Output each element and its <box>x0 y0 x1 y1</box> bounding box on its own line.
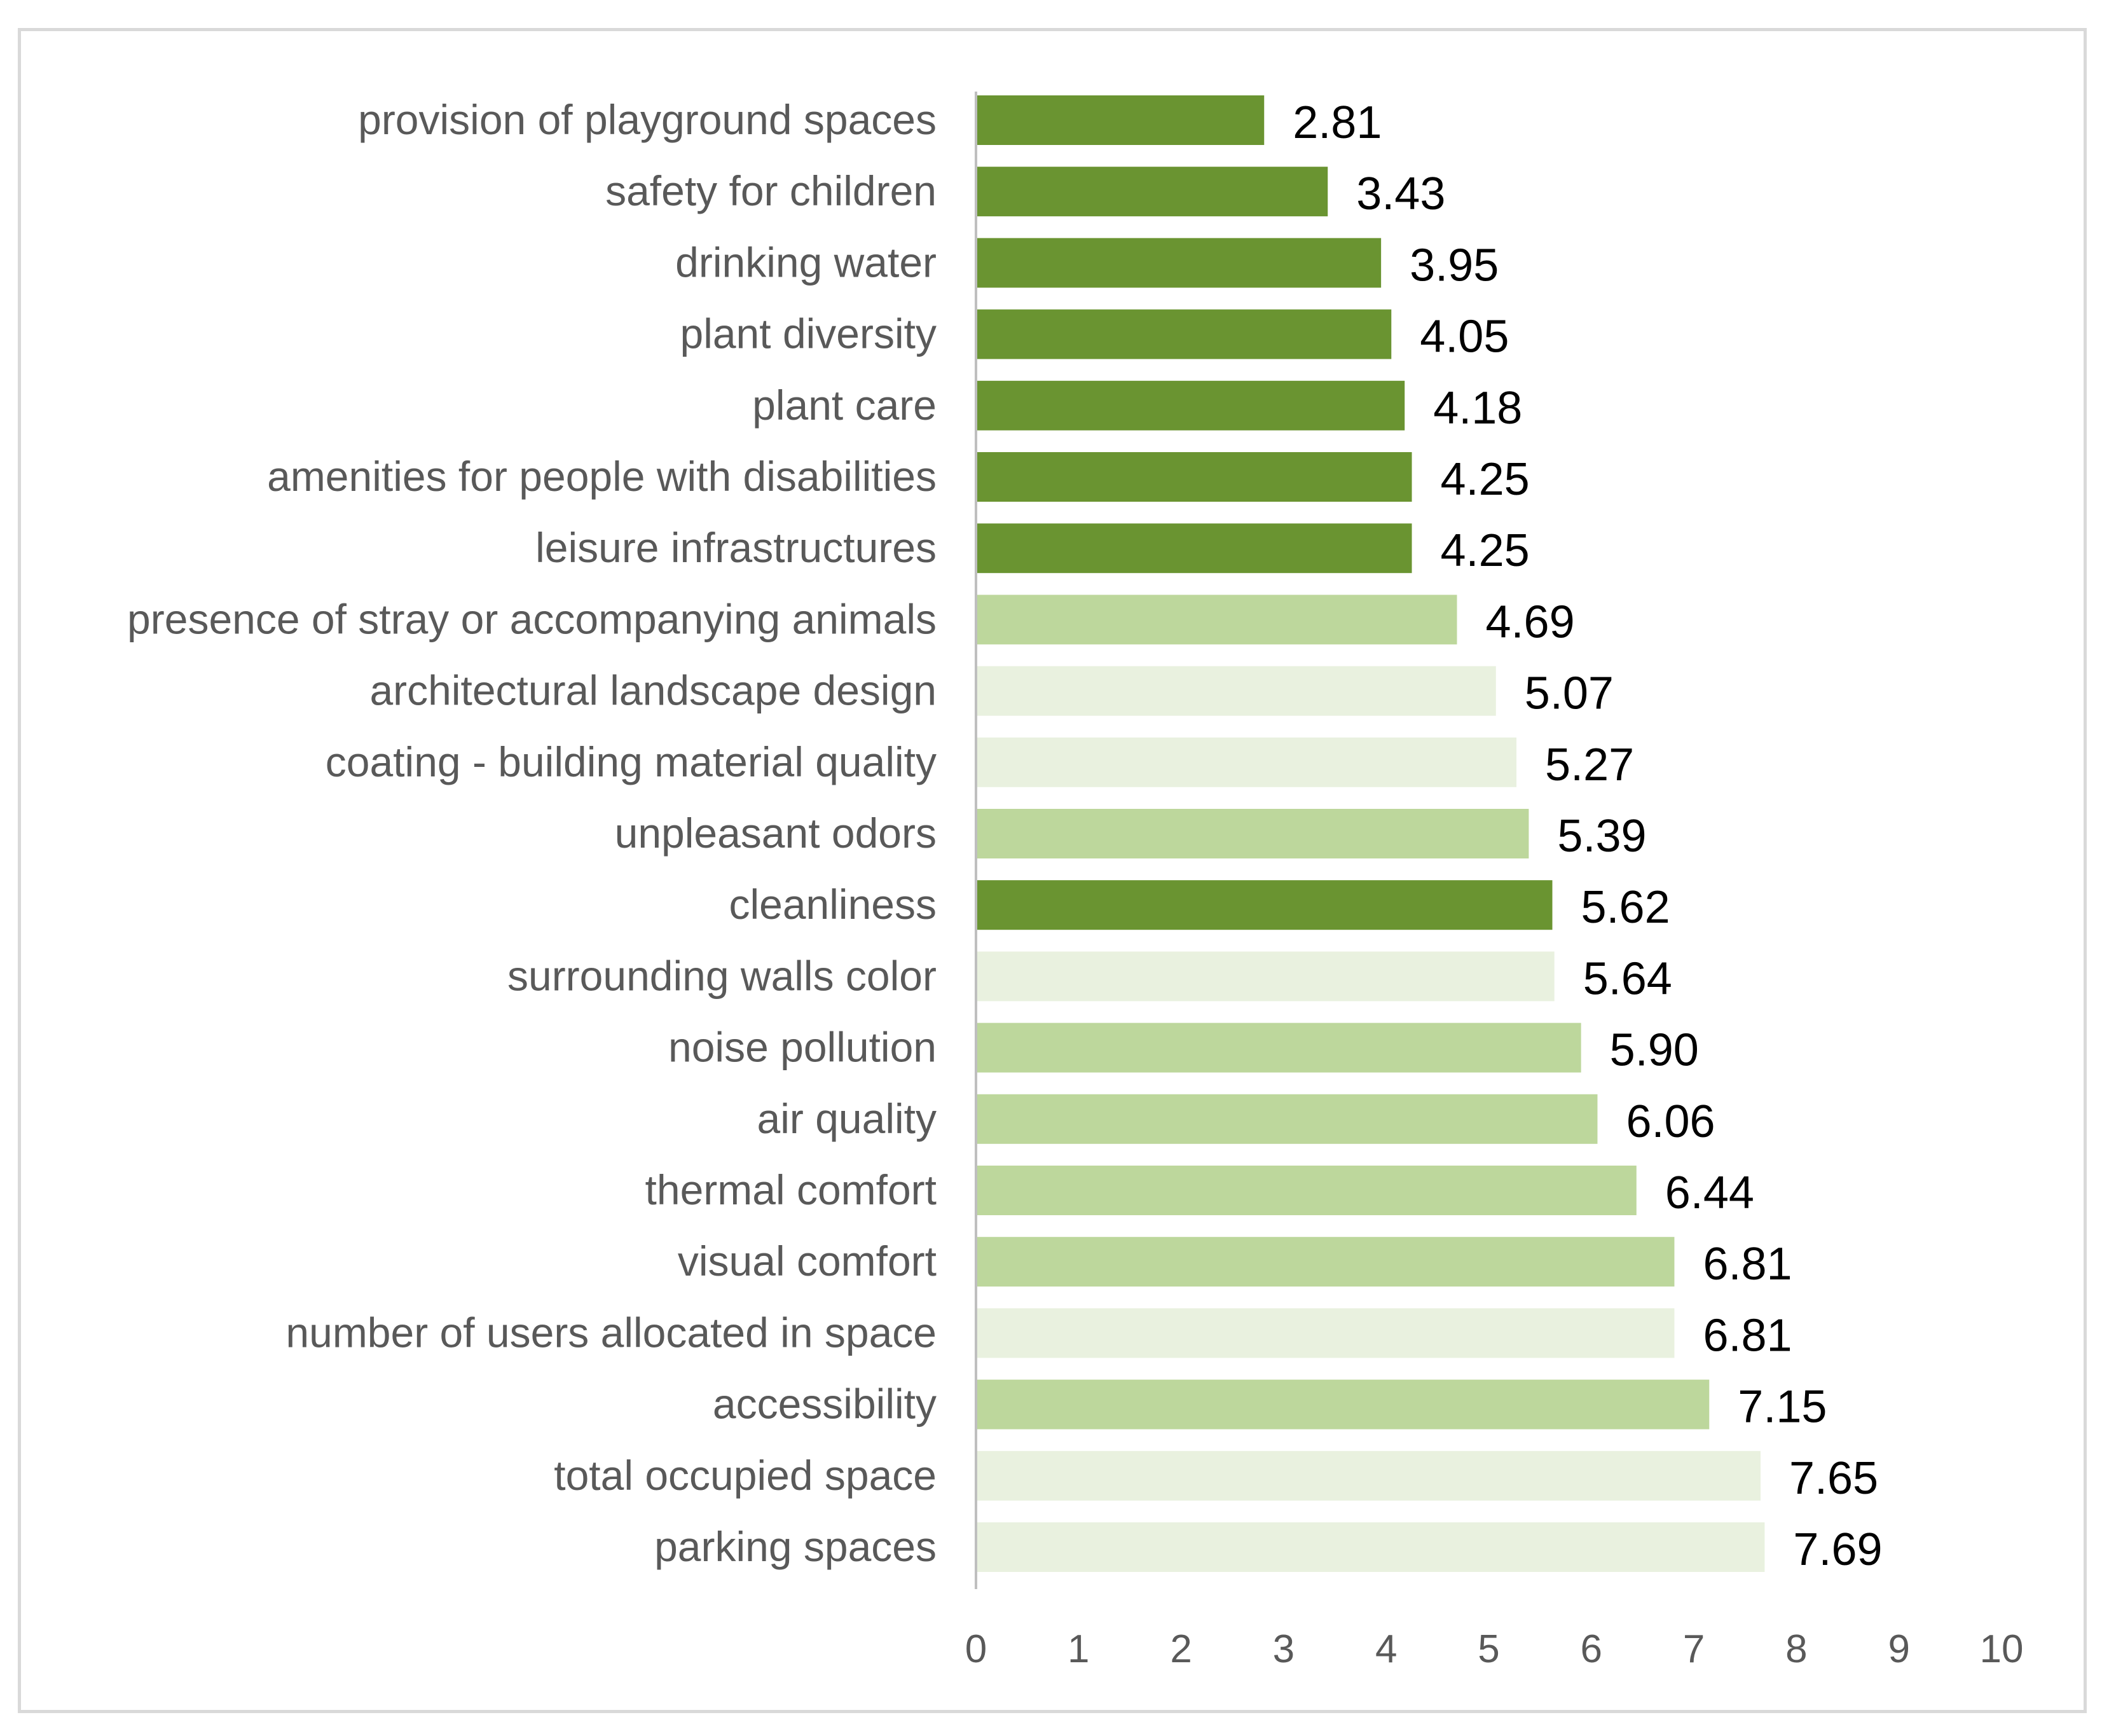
category-label: cleanliness <box>729 881 937 928</box>
category-label: accessibility <box>713 1381 937 1428</box>
category-labels: provision of playground spaces safety for… <box>127 96 937 1570</box>
category-label: number of users allocated in space <box>285 1309 937 1356</box>
bar <box>976 809 1529 858</box>
category-label: amenities for people with disabilities <box>267 453 937 500</box>
value-label: 5.27 <box>1545 740 1634 790</box>
bar <box>976 523 1412 574</box>
value-label: 6.81 <box>1703 1239 1792 1290</box>
bar <box>976 1094 1598 1144</box>
x-tick-label: 10 <box>1980 1627 2024 1671</box>
bar <box>976 951 1555 1002</box>
value-label: 3.95 <box>1410 240 1499 291</box>
bar <box>976 167 1328 217</box>
x-tick-label: 0 <box>965 1627 987 1671</box>
value-label: 7.65 <box>1789 1453 1878 1504</box>
x-tick-label: 6 <box>1581 1627 1602 1671</box>
x-tick-label: 9 <box>1888 1627 1909 1671</box>
bars-layer <box>976 95 1765 1572</box>
category-label: plant diversity <box>680 310 937 357</box>
bar <box>976 666 1496 716</box>
bar <box>976 238 1382 288</box>
category-label: safety for children <box>605 167 937 214</box>
x-tick-label: 4 <box>1375 1627 1397 1671</box>
value-label: 6.81 <box>1703 1310 1792 1361</box>
category-label: provision of playground spaces <box>358 96 937 143</box>
value-label: 5.62 <box>1581 882 1670 933</box>
bar <box>976 1522 1765 1572</box>
value-label: 4.25 <box>1441 525 1530 576</box>
category-label: surrounding walls color <box>507 952 937 999</box>
value-label: 5.64 <box>1583 953 1672 1004</box>
value-label: 4.18 <box>1433 383 1522 434</box>
x-tick-label: 5 <box>1478 1627 1499 1671</box>
category-label: noise pollution <box>668 1024 937 1071</box>
category-label: visual comfort <box>678 1237 937 1285</box>
x-axis-ticks: 0 1 2 3 4 5 6 7 8 9 10 <box>965 1627 2024 1671</box>
bar <box>976 1166 1637 1215</box>
x-tick-label: 1 <box>1068 1627 1089 1671</box>
value-label: 7.69 <box>1793 1524 1882 1575</box>
bar <box>976 880 1553 930</box>
category-label: total occupied space <box>554 1452 937 1499</box>
bar <box>976 309 1392 359</box>
category-label: leisure infrastructures <box>535 524 937 571</box>
category-label: unpleasant odors <box>615 809 937 857</box>
x-tick-label: 3 <box>1273 1627 1295 1671</box>
value-label: 5.39 <box>1557 811 1646 862</box>
bar <box>976 737 1517 787</box>
bar <box>976 595 1457 645</box>
bar <box>976 1023 1581 1073</box>
category-label: architectural landscape design <box>369 667 937 714</box>
value-label: 2.81 <box>1293 97 1382 148</box>
value-label: 7.15 <box>1738 1382 1827 1433</box>
value-label: 3.43 <box>1356 169 1445 219</box>
x-tick-label: 7 <box>1683 1627 1705 1671</box>
value-label: 5.07 <box>1525 668 1614 719</box>
bar <box>976 95 1265 145</box>
x-tick-label: 8 <box>1785 1627 1807 1671</box>
category-label: thermal comfort <box>645 1166 937 1213</box>
chart-frame: provision of playground spaces safety for… <box>18 28 2087 1713</box>
bar <box>976 452 1412 502</box>
value-label: 6.44 <box>1665 1168 1754 1218</box>
value-label: 4.05 <box>1420 312 1509 362</box>
category-label: parking spaces <box>654 1523 937 1570</box>
value-label: 4.25 <box>1441 454 1530 505</box>
category-label: drinking water <box>675 238 937 286</box>
value-label: 6.06 <box>1626 1096 1715 1147</box>
bar <box>976 1379 1710 1429</box>
bar <box>976 380 1405 431</box>
bar <box>976 1450 1761 1501</box>
category-label: plant care <box>752 382 937 429</box>
value-labels: 2.81 3.43 3.95 4.05 4.18 4.25 4.25 4.69 5.07 5.27… <box>1293 97 1882 1575</box>
category-label: air quality <box>757 1095 937 1142</box>
bar <box>976 1308 1675 1358</box>
bar-chart: provision of playground spaces safety for… <box>127 92 2024 1671</box>
category-label: presence of stray or accompanying animal… <box>127 595 937 642</box>
value-label: 4.69 <box>1485 596 1574 647</box>
x-tick-label: 2 <box>1170 1627 1192 1671</box>
value-label: 5.90 <box>1610 1025 1699 1076</box>
bar <box>976 1237 1675 1287</box>
category-label: coating - building material quality <box>326 738 937 785</box>
